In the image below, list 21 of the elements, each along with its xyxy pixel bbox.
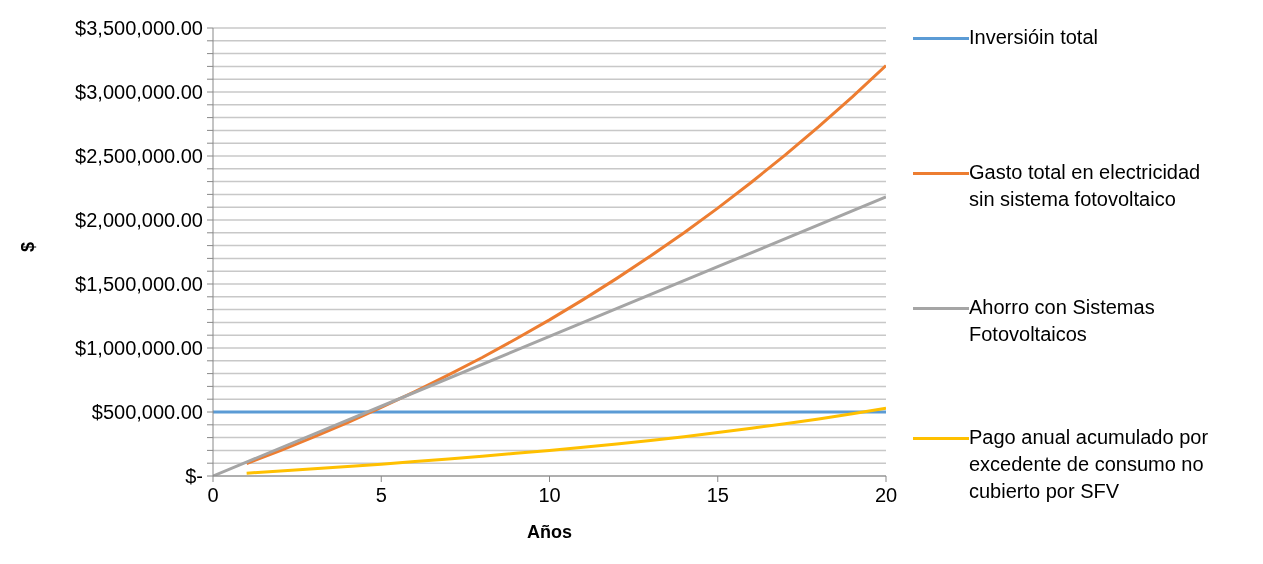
y-tick-label: $500,000.00 (91, 401, 203, 424)
y-tick-label: $3,500,000.00 (75, 17, 203, 40)
x-tick-label: 15 (706, 484, 729, 507)
legend-label: Ahorro con Sistemas Fotovoltaicos (969, 295, 1156, 347)
x-tick-label: 10 (538, 484, 561, 507)
y-tick-label: $1,000,000.00 (75, 337, 203, 360)
legend-label: Pago anual acumulado por excedente de consumo no cubierto por SFV (969, 425, 1210, 504)
y-tick-label: $2,000,000.00 (75, 209, 203, 232)
y-tick-label: $1,500,000.00 (75, 273, 203, 296)
legend-label: Inversióin total (969, 25, 1099, 50)
x-tick-label: 20 (874, 484, 898, 507)
legend-label: Gasto total en electricidad sin sistema fotovoltaico (969, 160, 1202, 212)
y-tick-label: $3,000,000.00 (75, 81, 203, 104)
y-axis-title: $ (18, 241, 39, 252)
line-series (245, 406, 886, 475)
line-series (245, 64, 886, 466)
y-tick-label: $2,500,000.00 (75, 145, 203, 168)
y-tick-label: $- (185, 465, 203, 488)
x-tick-label: 5 (375, 484, 387, 507)
x-tick-label: 0 (207, 484, 219, 507)
x-axis-title: Años (527, 522, 572, 542)
